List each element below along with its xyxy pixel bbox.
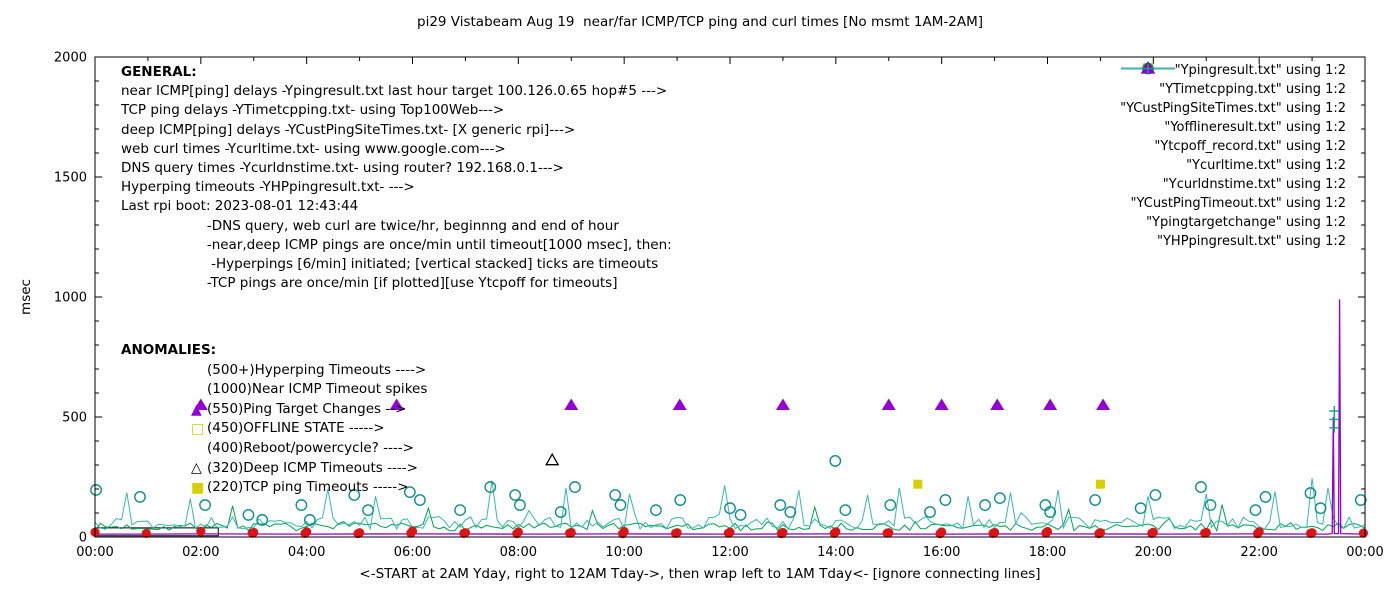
x-tick-label: 06:00: [394, 545, 431, 560]
legend-sample-plus: [1143, 63, 1154, 74]
x-tick-label: 00:00: [76, 545, 113, 560]
sq-open-icon: □: [191, 421, 205, 438]
y-tick-label: 2000: [54, 51, 87, 66]
x-axis-title: <-START at 2AM Yday, right to 12AM Tday-…: [359, 566, 1041, 582]
legend-row: "Ycurltime.txt" using 1:2: [1120, 62, 1356, 175]
legend-row: "Ycurldnstime.txt" using 1:2: [1120, 63, 1356, 194]
chart-title: pi29 Vistabeam Aug 19 near/far ICMP/TCP …: [417, 14, 983, 30]
anomaly-text: (500+)Hyperping Timeouts ---->: [207, 361, 427, 378]
legend-label: "Yofflineresult.txt" using 1:2: [1164, 120, 1346, 135]
anomaly-text: (1000)Near ICMP Timeout spikes: [207, 381, 428, 398]
y-tick-label: 500: [62, 411, 87, 426]
anomaly-text: (450)OFFLINE STATE ----->: [207, 420, 385, 437]
legend-row: "YTimetcpping.txt" using 1:2: [1120, 67, 1356, 99]
general-line: -TCP pings are once/min [if plotted][use…: [121, 275, 618, 292]
legend-row: "Ytcpoff_record.txt" using 1:2: [1120, 64, 1356, 156]
general-line: deep ICMP[ping] delays -YCustPingSiteTim…: [121, 121, 576, 138]
series-ping-target-changes: [193, 398, 1111, 410]
legend-label: "YTimetcpping.txt" using 1:2: [1159, 82, 1346, 97]
general-line: TCP ping delays -YTimetcpping.txt- using…: [121, 102, 505, 119]
x-tick-label: 00:00: [1346, 545, 1383, 560]
anomaly-line: (400)Reboot/powercycle? ---->: [121, 439, 427, 459]
series-dns-times: [90, 526, 1369, 539]
legend-row: "YCustPingSiteTimes.txt" using 1:2: [1120, 67, 1356, 118]
general-line: web curl times -Ycurltime.txt- using www…: [121, 140, 506, 157]
general-line: Last rpi boot: 2023-08-01 12:43:44: [121, 198, 359, 215]
y-tick-label: 0: [79, 531, 87, 546]
anomaly-line: ▲ (550)Ping Target Changes -->: [121, 400, 427, 420]
anomaly-text: (550)Ping Target Changes -->: [207, 400, 407, 417]
legend-label: "Ypingresult.txt" using 1:2: [1174, 63, 1346, 78]
general-line: DNS query times -Ycurldnstime.txt- using…: [121, 160, 564, 177]
series-curl-times: [90, 455, 1367, 526]
series-hyperping-timeouts: [1329, 406, 1340, 433]
tri-filled-icon: ▲: [191, 401, 202, 418]
anomaly-text: (400)Reboot/powercycle? ---->: [207, 439, 414, 456]
general-line: Hyperping timeouts -YHPpingresult.txt- -…: [121, 179, 415, 196]
x-tick-label: 20:00: [1135, 545, 1172, 560]
x-tick-label: 10:00: [605, 545, 642, 560]
sq-filled-icon: ■: [191, 479, 205, 496]
series-deep-icmp-line: [94, 478, 1366, 531]
x-tick-label: 18:00: [1029, 545, 1066, 560]
series-deep-icmp-timeouts: [545, 452, 560, 466]
legend-row: "Yofflineresult.txt" using 1:2: [1120, 63, 1356, 137]
anomaly-line: ■ (220)TCP ping Timeouts ----->: [121, 478, 427, 498]
anomalies-annotations: ANOMALIES: (500+)Hyperping Timeouts ---->…: [121, 341, 427, 498]
plot-border: [94, 56, 1366, 538]
general-line: GENERAL:: [121, 64, 197, 80]
legend-label: "Ycurldnstime.txt" using 1:2: [1162, 177, 1346, 192]
legend-label: "Ycurltime.txt" using 1:2: [1186, 158, 1346, 173]
x-tick-label: 14:00: [817, 545, 854, 560]
legend-label: "YCustPingTimeout.txt" using 1:2: [1130, 196, 1346, 211]
y-tick-label: 1500: [54, 171, 87, 186]
legend-row: "YHPpingresult.txt" using 1:2: [1120, 63, 1356, 251]
x-tick-label: 16:00: [923, 545, 960, 560]
anomaly-line: (1000)Near ICMP Timeout spikes: [121, 380, 427, 400]
x-tick-label: 02:00: [182, 545, 219, 560]
y-tick-label: 1000: [54, 291, 87, 306]
legend-label: "YHPpingresult.txt" using 1:2: [1157, 234, 1346, 249]
anomaly-line: ANOMALIES:: [121, 342, 217, 358]
axis-tick-labels: 00:00 02:00 04:00 06:00 08:00 10:00 12:00 14:00…: [54, 51, 1384, 561]
general-line: near ICMP[ping] delays -Ypingresult.txt …: [121, 83, 668, 100]
legend-label: "YCustPingSiteTimes.txt" using 1:2: [1120, 101, 1346, 116]
anomaly-line: □ (450)OFFLINE STATE ----->: [121, 419, 427, 439]
general-line: -DNS query, web curl are twice/hr, begin…: [121, 217, 619, 234]
legend-label: "Ypingtargetchange" using 1:2: [1146, 215, 1346, 230]
legend-label: "Ytcpoff_record.txt" using 1:2: [1154, 139, 1346, 154]
x-tick-label: 08:00: [500, 545, 537, 560]
x-tick-label: 22:00: [1240, 545, 1277, 560]
general-line: -near,deep ICMP pings are once/min until…: [121, 236, 672, 253]
x-tick-label: 04:00: [288, 545, 325, 560]
series-tcp-off-record: [913, 479, 1105, 489]
general-line: -Hyperpings [6/min] initiated; [vertical…: [121, 256, 659, 273]
general-annotations: GENERAL: near ICMP[ping] delays -Ypingres…: [121, 63, 672, 293]
legend-row: "YCustPingTimeout.txt" using 1:2: [1120, 61, 1356, 213]
anomaly-line: (500+)Hyperping Timeouts ---->: [121, 361, 427, 381]
anomaly-text: (320)Deep ICMP Timeouts ---->: [207, 459, 418, 476]
x-tick-label: 12:00: [711, 545, 748, 560]
legend-row: "Ypingresult.txt" using 1:2: [1120, 61, 1356, 80]
anomaly-line: △ (320)Deep ICMP Timeouts ---->: [121, 459, 427, 479]
tri-open-icon: △: [191, 460, 202, 477]
y-axis-title: msec: [18, 279, 34, 315]
legend-row: "Ypingtargetchange" using 1:2: [1120, 62, 1356, 232]
legend: "Ypingresult.txt" using 1:2 "YTimetcpping…: [1120, 61, 1356, 251]
anomaly-text: (220)TCP ping Timeouts ----->: [207, 479, 409, 496]
